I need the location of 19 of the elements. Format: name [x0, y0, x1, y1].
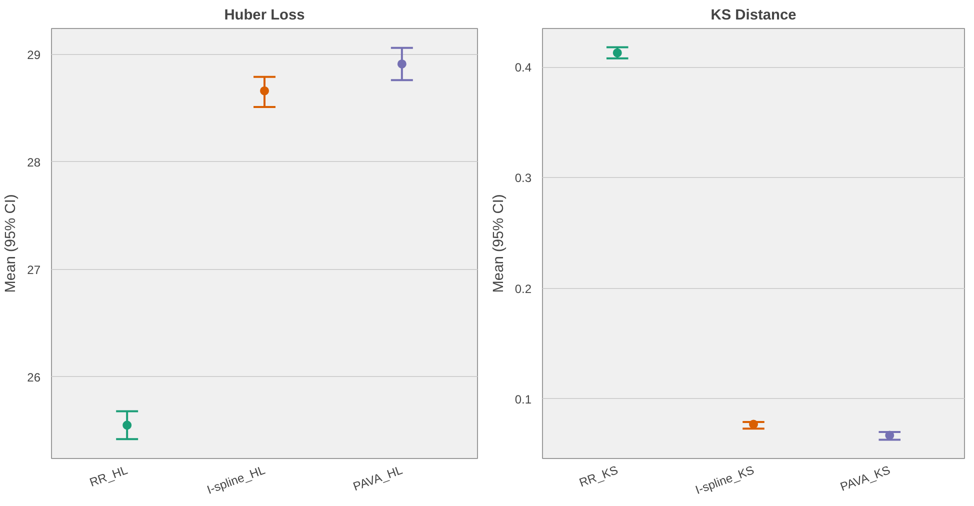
chart-title: KS Distance	[710, 8, 796, 24]
x-tick-label: RR_HL	[88, 462, 130, 490]
y-tick-label: 0.2	[514, 282, 532, 296]
point	[612, 48, 622, 58]
y-axis-title: Mean (95% CI)	[3, 194, 20, 293]
point	[749, 420, 758, 429]
point	[885, 430, 894, 440]
point	[260, 86, 269, 96]
chart-title: Huber Loss	[224, 8, 305, 24]
y-axis-title: Mean (95% CI)	[490, 194, 507, 293]
y-tick-label: 27	[27, 262, 41, 277]
y-tick-label: 0.1	[514, 392, 532, 406]
point	[397, 59, 406, 68]
point	[122, 420, 132, 430]
y-tick-label: 28	[27, 155, 41, 170]
y-tick-label: 0.4	[514, 60, 532, 75]
y-tick-label: 26	[27, 370, 41, 384]
y-tick-label: 29	[27, 48, 41, 62]
y-tick-label: 0.3	[514, 171, 532, 186]
